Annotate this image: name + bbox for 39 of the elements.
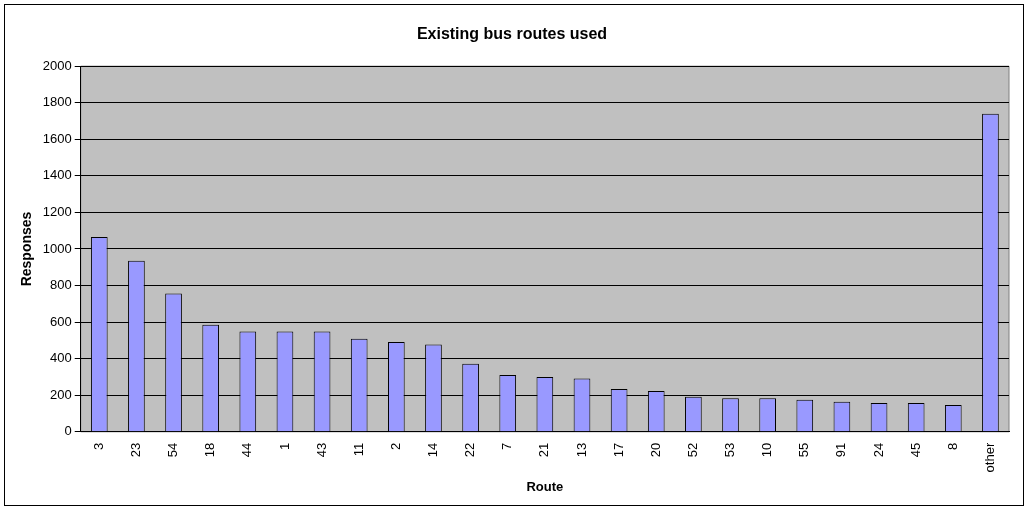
x-tick-label: 13 — [573, 442, 589, 458]
x-tick-label: 45 — [907, 442, 923, 458]
x-tick-label: 23 — [127, 442, 143, 458]
y-tick-label: 200 — [50, 386, 72, 402]
x-tick-label: 18 — [202, 442, 218, 458]
x-tick-label: 24 — [870, 442, 886, 458]
x-tick-label: 11 — [350, 442, 366, 457]
y-tick-label: 400 — [50, 350, 72, 366]
x-tick-label: 22 — [462, 442, 478, 458]
x-axis-title: Route — [526, 478, 564, 494]
y-tick-label: 600 — [50, 313, 72, 329]
x-tick-label: 44 — [239, 442, 255, 458]
y-tick-label: 1800 — [42, 94, 72, 110]
x-tick-label: 52 — [684, 442, 700, 458]
x-tick-label: 53 — [722, 442, 738, 458]
x-tick-label: 54 — [165, 442, 181, 458]
y-tick-label: 1400 — [42, 167, 72, 183]
x-tick-label: 43 — [313, 442, 329, 458]
x-tick-label: 14 — [425, 442, 441, 458]
x-tick-label: 8 — [944, 442, 960, 450]
y-tick-label: 0 — [64, 423, 72, 439]
y-axis-title: Responses — [18, 211, 35, 287]
x-tick-label: 2 — [387, 442, 403, 450]
x-tick-label: 17 — [610, 442, 626, 458]
y-tick-label: 800 — [50, 277, 72, 293]
x-tick-label: 20 — [647, 442, 663, 458]
x-tick-label: 7 — [499, 442, 515, 450]
x-tick-label: 21 — [536, 442, 552, 458]
y-tick-label: 1000 — [42, 240, 72, 256]
x-tick-label: other — [982, 442, 998, 473]
x-tick-label: 55 — [796, 442, 812, 458]
x-tick-label: 10 — [759, 442, 775, 458]
y-tick-label: 1600 — [42, 130, 72, 146]
x-tick-label: 91 — [833, 442, 849, 458]
x-tick-label: 1 — [276, 442, 292, 450]
y-tick-label: 2000 — [42, 57, 72, 73]
x-tick-label: 3 — [90, 442, 106, 450]
y-tick-label: 1200 — [42, 204, 72, 220]
chart-title: Existing bus routes used — [416, 25, 608, 43]
